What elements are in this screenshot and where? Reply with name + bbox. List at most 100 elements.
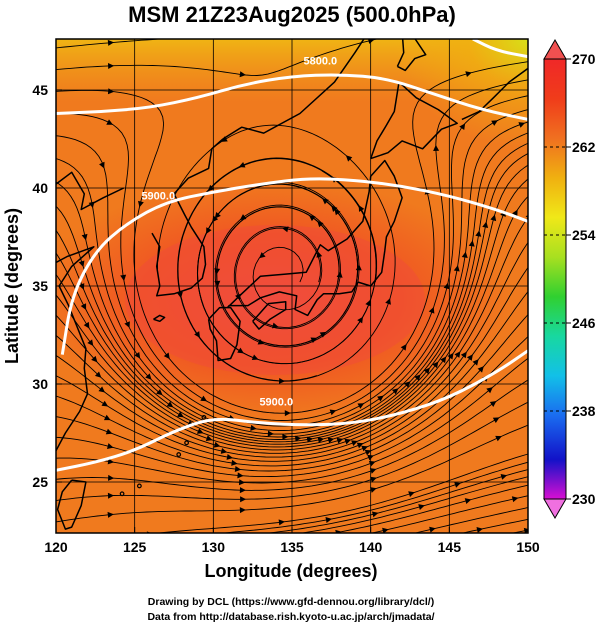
northeast-cool-corner (380, 39, 528, 159)
streamline-arrow (80, 303, 87, 310)
streamline-arrow (308, 215, 316, 222)
colorbar-tick-label: 270 (572, 51, 596, 67)
streamline-arrow (369, 468, 377, 474)
streamline-arrow (108, 474, 115, 481)
streamline-arrow (391, 388, 399, 395)
streamline-arrow (166, 401, 174, 408)
coastline-japan-kyushu (207, 306, 241, 362)
streamline-arrow (214, 212, 221, 219)
colorbar-tick-label: 230 (572, 491, 596, 507)
streamline-arrow (101, 400, 109, 407)
streamline-arrow (490, 214, 497, 222)
streamline-arrow (239, 507, 246, 514)
streamline-arrow (78, 283, 85, 290)
coastline-japan-hokkaido (369, 81, 458, 160)
streamline-arrow (319, 331, 327, 338)
credit-drawing: Drawing by DCL (https://www.gfd-dennou.o… (148, 596, 434, 608)
streamline-arrow (234, 465, 242, 472)
height-contour (60, 177, 528, 355)
streamline-arrow (433, 144, 440, 151)
streamline (56, 142, 528, 440)
streamline-arrow (83, 321, 90, 329)
streamline-arrow (511, 496, 519, 503)
streamline-arrow (468, 240, 475, 247)
island (176, 452, 182, 457)
streamline-arrow (472, 359, 479, 366)
streamline-arrow (81, 233, 88, 241)
streamline-arrow (461, 251, 468, 258)
streamline-arrow (87, 339, 94, 347)
streamline-arrow (282, 433, 289, 440)
streamline-arrow (250, 424, 257, 431)
coastline-korea (151, 138, 224, 297)
streamline (56, 121, 528, 435)
colorbar-max-arrow (543, 39, 567, 60)
streamline-arrow (206, 227, 212, 234)
streamline-arrow (176, 291, 183, 299)
streamline-arrow (477, 366, 484, 373)
streamline (332, 484, 528, 533)
colorbar-tick-label: 246 (572, 315, 596, 331)
streamline-arrow (163, 352, 170, 360)
streamline-arrow (196, 428, 204, 434)
coastline-japan-shikoku (252, 300, 287, 330)
streamline-arrow (351, 440, 358, 446)
streamline-arrow (306, 436, 314, 443)
streamline-arrow (107, 511, 114, 518)
streamline (56, 379, 528, 491)
streamline-arrow (272, 322, 279, 329)
streamline-arrow (454, 481, 461, 488)
streamline-arrow (240, 496, 247, 503)
streamline (56, 424, 528, 523)
streamline-arrow (453, 265, 460, 272)
streamline-arrow (486, 387, 493, 394)
streamline-arrow (476, 527, 483, 533)
plot-area: 5900.0 5900.0 5800.0 (56, 39, 528, 539)
streamline-arrow (106, 443, 114, 449)
streamline-arrow (241, 533, 247, 539)
lat-tick-label: 45 (32, 82, 48, 98)
latitude-ticks: 25 30 35 40 45 (32, 82, 62, 490)
streamline-arrow (495, 435, 502, 442)
streamline-arrow (443, 282, 450, 290)
streamline-arrow (500, 473, 508, 480)
streamline (56, 39, 379, 76)
lon-tick-label: 150 (516, 539, 540, 555)
streamline-arrow (492, 417, 500, 423)
lon-tick-label: 130 (202, 539, 226, 555)
streamline-arrow (423, 367, 430, 375)
colorbar-tick-label: 254 (572, 227, 596, 243)
streamline-arrow (237, 347, 244, 354)
streamline-arrow (214, 280, 221, 287)
lat-lon-grid (56, 39, 528, 533)
streamline-arrow (238, 479, 246, 486)
island (119, 491, 125, 497)
streamline-arrow (177, 411, 184, 418)
streamline-arrow (358, 205, 365, 212)
colorbar-tick-label: 262 (572, 139, 596, 155)
x-axis-label: Longitude (degrees) (204, 561, 377, 581)
streamline-arrow (106, 119, 113, 125)
streamline (56, 401, 528, 502)
streamline (56, 164, 528, 445)
streamline (214, 181, 360, 348)
lat-tick-label: 40 (32, 180, 48, 196)
streamline-arrow (364, 449, 372, 456)
streamline (56, 266, 528, 462)
streamline-arrow (432, 361, 439, 369)
streamline (157, 124, 396, 382)
height-contour (56, 349, 528, 472)
streamline (299, 476, 528, 533)
y-axis-label: Latitude (degrees) (2, 208, 22, 364)
streamline-arrow (295, 435, 302, 442)
streamline-arrow (120, 274, 127, 281)
streamline (56, 153, 528, 443)
streamline-arrow (207, 184, 215, 192)
streamline-arrow (459, 123, 466, 130)
streamline (370, 495, 528, 533)
streamline-arrow (491, 120, 498, 126)
colorbar-scale (543, 58, 567, 500)
coastline-kuril-islands (461, 67, 528, 121)
streamline-arrow (156, 389, 163, 396)
